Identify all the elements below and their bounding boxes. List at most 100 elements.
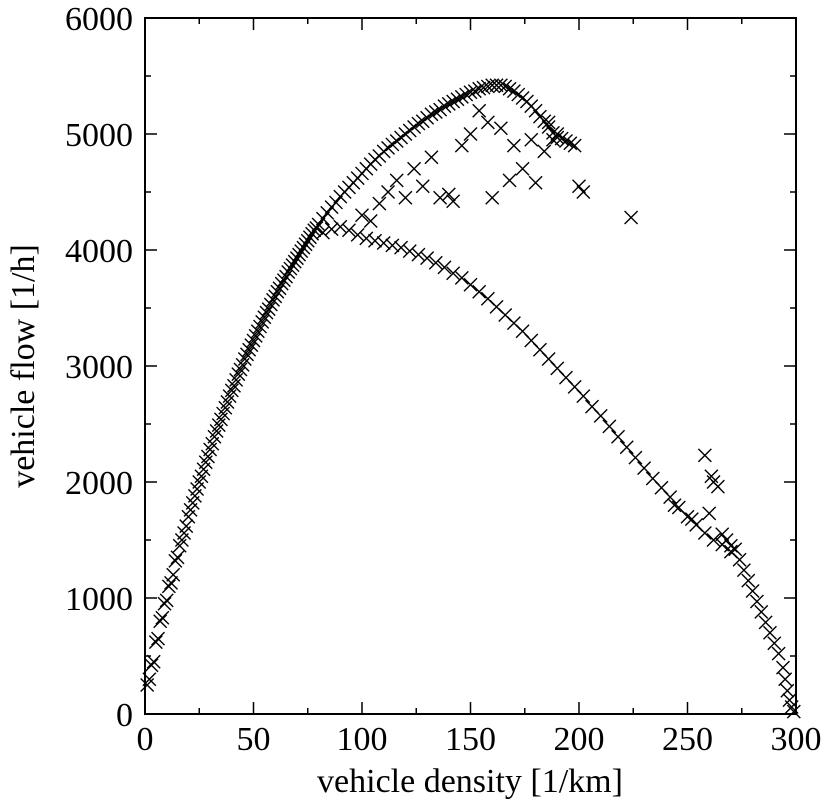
data-point xyxy=(563,136,578,151)
data-point xyxy=(611,429,626,444)
data-point xyxy=(244,338,259,353)
data-point xyxy=(433,190,448,205)
data-point xyxy=(424,150,439,165)
data-point xyxy=(305,226,320,241)
data-point xyxy=(576,185,591,199)
data-point xyxy=(441,187,456,202)
data-point xyxy=(285,258,300,273)
data-point xyxy=(550,127,565,141)
data-point xyxy=(524,132,539,147)
data-point xyxy=(454,89,469,104)
data-point xyxy=(368,233,383,248)
data-point xyxy=(179,519,194,534)
data-point xyxy=(762,625,777,640)
data-point xyxy=(528,103,543,118)
y-tick-label: 2000 xyxy=(65,465,133,502)
data-point xyxy=(168,553,183,568)
data-point xyxy=(266,292,281,307)
data-point xyxy=(545,132,560,147)
data-point xyxy=(537,144,552,159)
data-point xyxy=(723,544,738,559)
data-point xyxy=(259,305,274,320)
data-point xyxy=(446,194,461,209)
data-point xyxy=(437,99,452,114)
data-point xyxy=(333,219,348,234)
data-point xyxy=(771,646,786,661)
data-point xyxy=(381,185,396,199)
y-tick-label: 0 xyxy=(116,697,133,734)
data-point xyxy=(276,273,291,288)
data-point xyxy=(155,610,170,625)
data-point xyxy=(593,408,608,423)
data-point xyxy=(684,512,699,527)
data-point xyxy=(572,179,586,194)
data-point xyxy=(350,227,365,242)
x-tick-label: 100 xyxy=(337,721,388,758)
data-point xyxy=(146,654,161,669)
data-point xyxy=(144,658,159,673)
data-point xyxy=(550,130,565,145)
data-point xyxy=(715,527,730,542)
data-point xyxy=(493,78,508,93)
data-point xyxy=(719,533,734,547)
data-point xyxy=(441,96,456,111)
data-point xyxy=(702,506,717,521)
data-point xyxy=(463,277,478,292)
data-point xyxy=(528,175,543,190)
data-point xyxy=(506,138,521,153)
data-point xyxy=(272,281,287,296)
data-point xyxy=(437,260,452,275)
y-tick-label: 6000 xyxy=(65,1,133,38)
data-point xyxy=(502,81,517,96)
data-point xyxy=(148,635,163,650)
data-point xyxy=(279,269,294,284)
data-point xyxy=(741,573,756,588)
data-point xyxy=(294,244,309,259)
data-point xyxy=(224,383,239,398)
data-point xyxy=(398,190,413,205)
data-point xyxy=(428,104,443,119)
data-point xyxy=(151,631,166,646)
data-point xyxy=(745,584,760,599)
data-point xyxy=(287,254,302,269)
data-point xyxy=(394,240,409,255)
data-point xyxy=(472,284,487,299)
data-point xyxy=(153,614,168,629)
data-point xyxy=(407,161,422,176)
data-point xyxy=(328,195,343,210)
data-point xyxy=(697,526,712,541)
data-point xyxy=(242,342,257,357)
data-point xyxy=(376,236,391,251)
data-point xyxy=(298,237,313,252)
data-point xyxy=(459,87,474,102)
y-axis-title: vehicle flow [1/h] xyxy=(5,244,42,488)
data-point xyxy=(324,222,339,237)
data-point xyxy=(480,115,495,130)
axis-ticks xyxy=(144,17,797,715)
data-point xyxy=(767,636,782,651)
data-point xyxy=(170,550,185,565)
data-point xyxy=(231,367,246,382)
x-tick-label: 50 xyxy=(237,721,271,758)
data-point xyxy=(296,240,311,255)
data-point xyxy=(463,85,478,100)
data-point xyxy=(253,319,268,334)
data-point xyxy=(248,328,263,343)
data-point xyxy=(667,498,682,513)
data-point xyxy=(454,270,469,285)
data-point xyxy=(786,704,801,719)
data-point xyxy=(624,210,639,225)
data-point xyxy=(576,389,591,404)
data-point xyxy=(289,251,304,266)
data-point xyxy=(446,94,461,109)
data-point xyxy=(502,173,517,188)
plot-frame xyxy=(144,17,797,715)
data-point xyxy=(706,533,721,547)
data-point xyxy=(558,133,573,148)
data-point xyxy=(480,79,495,94)
data-markers xyxy=(140,78,801,719)
data-point xyxy=(489,78,504,93)
data-point xyxy=(263,297,278,312)
y-tick-label: 4000 xyxy=(65,233,133,270)
data-point xyxy=(784,700,799,715)
